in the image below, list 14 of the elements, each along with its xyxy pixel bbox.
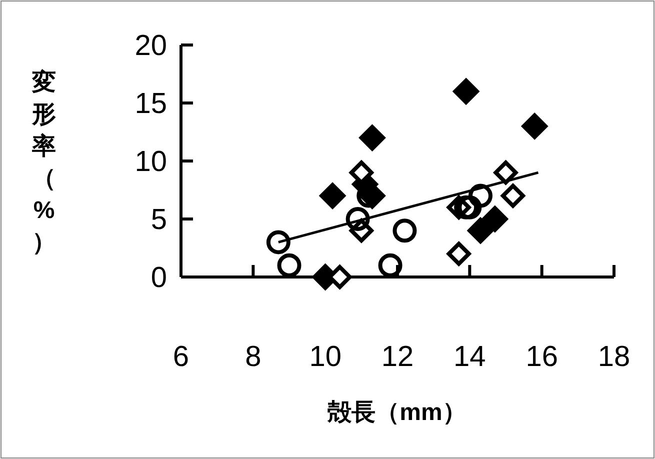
ylabel: 変形率（%） xyxy=(32,69,56,256)
y-tick-label: 0 xyxy=(150,262,167,294)
x-tick-label: 8 xyxy=(245,341,262,373)
y-tick-label: 5 xyxy=(150,204,167,236)
x-axis-title: 殻長（mm） xyxy=(326,399,466,426)
x-tick-label: 10 xyxy=(309,341,342,373)
y-tick-label: 20 xyxy=(134,30,167,62)
x-tick-label: 6 xyxy=(172,341,190,373)
y-tick-label: 10 xyxy=(134,146,167,178)
y-tick-label: 15 xyxy=(134,88,167,120)
x-tick-label: 16 xyxy=(526,341,558,373)
x-tick-label: 18 xyxy=(598,341,630,373)
x-tick-label: 14 xyxy=(454,341,486,373)
x-tick-label: 12 xyxy=(381,341,414,373)
